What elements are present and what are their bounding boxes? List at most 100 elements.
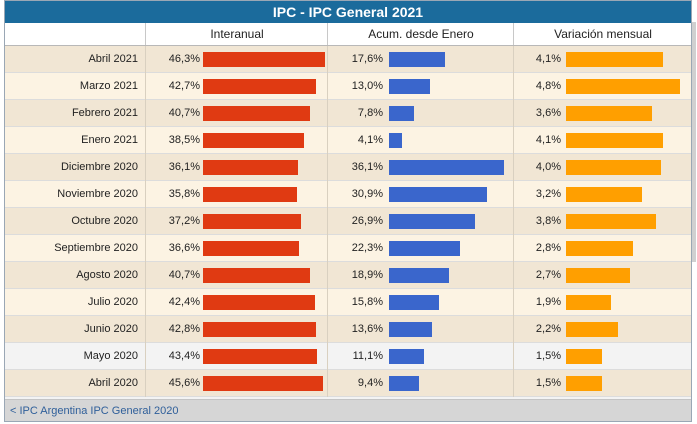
acumulado-value: 26,9% bbox=[351, 215, 383, 227]
interanual-value: 36,1% bbox=[168, 161, 200, 173]
column-divider bbox=[145, 181, 146, 208]
acumulado-bar bbox=[389, 376, 419, 391]
acumulado-bar bbox=[389, 214, 475, 229]
interanual-bar bbox=[203, 52, 325, 67]
acumulado-value: 22,3% bbox=[351, 242, 383, 254]
mensual-bar bbox=[566, 349, 602, 364]
acumulado-bar bbox=[389, 106, 414, 121]
table-header: Interanual Acum. desde Enero Variación m… bbox=[5, 23, 691, 46]
mensual-bar bbox=[566, 79, 680, 94]
column-divider bbox=[327, 100, 328, 127]
table-row: Septiembre 2020 36,6% 22,3% 2,8% bbox=[5, 235, 691, 262]
mensual-value: 4,1% bbox=[535, 134, 561, 146]
mensual-value: 4,1% bbox=[535, 53, 561, 65]
column-divider bbox=[513, 316, 514, 343]
interanual-value: 35,8% bbox=[168, 188, 200, 200]
interanual-value: 37,2% bbox=[168, 215, 200, 227]
table-row: Abril 2020 45,6% 9,4% 1,5% bbox=[5, 370, 691, 397]
column-divider bbox=[145, 46, 146, 73]
interanual-value: 40,7% bbox=[168, 269, 200, 281]
column-divider bbox=[327, 343, 328, 370]
interanual-bar bbox=[203, 376, 323, 391]
column-divider bbox=[145, 343, 146, 370]
column-divider bbox=[513, 73, 514, 100]
table-row: Febrero 2021 40,7% 7,8% 3,6% bbox=[5, 100, 691, 127]
row-label: Abril 2020 bbox=[88, 377, 138, 389]
mensual-bar bbox=[566, 376, 602, 391]
interanual-value: 42,8% bbox=[168, 323, 200, 335]
row-label: Noviembre 2020 bbox=[57, 188, 138, 200]
column-divider bbox=[513, 370, 514, 397]
interanual-value: 38,5% bbox=[168, 134, 200, 146]
row-label: Diciembre 2020 bbox=[60, 161, 138, 173]
acumulado-bar bbox=[389, 187, 487, 202]
interanual-value: 36,6% bbox=[168, 242, 200, 254]
acumulado-bar bbox=[389, 268, 449, 283]
column-divider bbox=[327, 154, 328, 181]
mensual-bar bbox=[566, 52, 663, 67]
column-divider bbox=[327, 289, 328, 316]
row-label: Agosto 2020 bbox=[76, 269, 138, 281]
interanual-bar bbox=[203, 133, 304, 148]
column-divider bbox=[145, 370, 146, 397]
column-divider bbox=[145, 208, 146, 235]
mensual-bar bbox=[566, 106, 652, 121]
mensual-value: 1,5% bbox=[535, 377, 561, 389]
column-divider bbox=[513, 181, 514, 208]
row-label: Septiembre 2020 bbox=[54, 242, 138, 254]
ipc-table-widget: IPC - IPC General 2021 Interanual Acum. … bbox=[4, 0, 692, 422]
mensual-bar bbox=[566, 268, 630, 283]
acumulado-value: 30,9% bbox=[351, 188, 383, 200]
row-label: Marzo 2021 bbox=[79, 80, 138, 92]
mensual-bar bbox=[566, 133, 663, 148]
column-divider bbox=[327, 127, 328, 154]
mensual-bar bbox=[566, 187, 642, 202]
acumulado-bar bbox=[389, 79, 430, 94]
column-divider bbox=[513, 127, 514, 154]
column-divider bbox=[145, 235, 146, 262]
row-label: Abril 2021 bbox=[88, 53, 138, 65]
row-label: Junio 2020 bbox=[84, 323, 138, 335]
row-label: Octubre 2020 bbox=[71, 215, 138, 227]
column-divider bbox=[145, 73, 146, 100]
table-row: Enero 2021 38,5% 4,1% 4,1% bbox=[5, 127, 691, 154]
column-divider bbox=[513, 262, 514, 289]
acumulado-value: 13,6% bbox=[351, 323, 383, 335]
mensual-value: 1,9% bbox=[535, 296, 561, 308]
interanual-bar bbox=[203, 187, 297, 202]
scrollbar[interactable] bbox=[692, 22, 696, 262]
column-divider bbox=[327, 370, 328, 397]
mensual-value: 2,8% bbox=[535, 242, 561, 254]
table-row: Junio 2020 42,8% 13,6% 2,2% bbox=[5, 316, 691, 343]
acumulado-value: 15,8% bbox=[351, 296, 383, 308]
column-divider bbox=[513, 235, 514, 262]
previous-year-link[interactable]: < IPC Argentina IPC General 2020 bbox=[5, 399, 691, 421]
interanual-value: 42,7% bbox=[168, 80, 200, 92]
acumulado-bar bbox=[389, 295, 439, 310]
acumulado-bar bbox=[389, 241, 460, 256]
table-row: Noviembre 2020 35,8% 30,9% 3,2% bbox=[5, 181, 691, 208]
table-row: Mayo 2020 43,4% 11,1% 1,5% bbox=[5, 343, 691, 370]
row-label: Febrero 2021 bbox=[71, 107, 138, 119]
table-row: Marzo 2021 42,7% 13,0% 4,8% bbox=[5, 73, 691, 100]
mensual-value: 1,5% bbox=[535, 350, 561, 362]
column-divider bbox=[145, 127, 146, 154]
column-divider bbox=[327, 73, 328, 100]
interanual-bar bbox=[203, 214, 301, 229]
column-header-interanual: Interanual bbox=[145, 23, 328, 45]
mensual-value: 4,8% bbox=[535, 80, 561, 92]
acumulado-bar bbox=[389, 349, 424, 364]
interanual-value: 42,4% bbox=[168, 296, 200, 308]
row-label: Enero 2021 bbox=[81, 134, 138, 146]
mensual-bar bbox=[566, 241, 633, 256]
acumulado-value: 36,1% bbox=[351, 161, 383, 173]
column-divider bbox=[513, 100, 514, 127]
interanual-bar bbox=[203, 79, 316, 94]
acumulado-bar bbox=[389, 322, 432, 337]
column-divider bbox=[327, 235, 328, 262]
acumulado-bar bbox=[389, 133, 402, 148]
interanual-bar bbox=[203, 349, 317, 364]
column-divider bbox=[145, 100, 146, 127]
column-divider bbox=[145, 316, 146, 343]
mensual-value: 3,8% bbox=[535, 215, 561, 227]
